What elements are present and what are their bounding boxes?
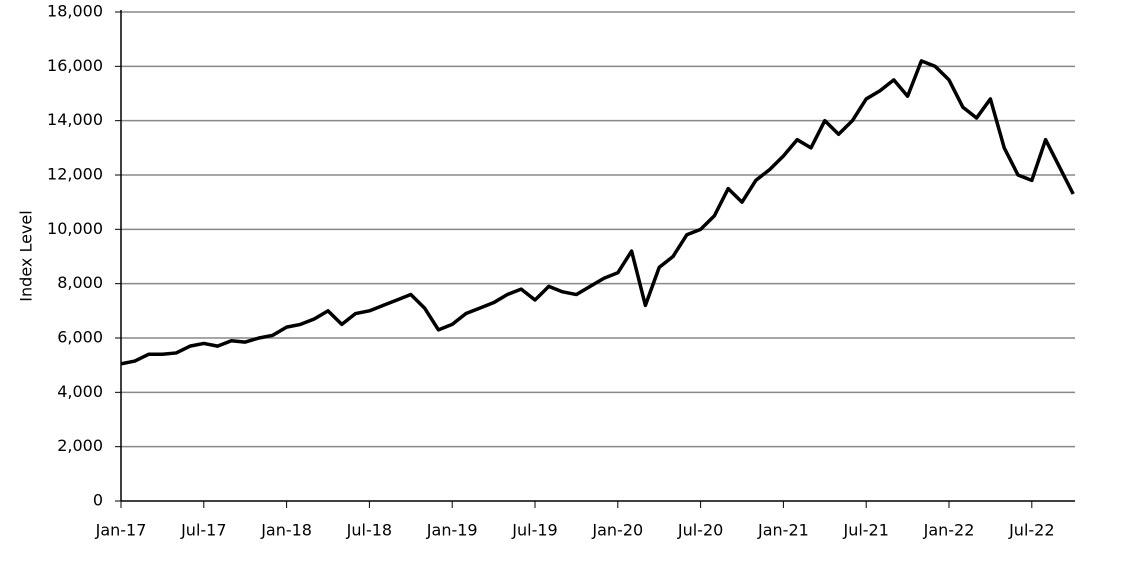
x-tick-label: Jul-20: [677, 521, 723, 540]
y-tick-label: 14,000: [47, 110, 103, 129]
x-tick-label: Jul-17: [180, 521, 226, 540]
x-tick-label: Jul-19: [511, 521, 557, 540]
x-tick-label: Jan-19: [426, 521, 478, 540]
x-tick-label: Jan-20: [591, 521, 643, 540]
x-tick-label: Jul-22: [1008, 521, 1054, 540]
y-tick-label: 2,000: [57, 436, 103, 455]
data-line: [120, 59, 1075, 366]
y-axis-label: Index Level: [17, 210, 36, 301]
y-tick-label: 16,000: [47, 56, 103, 75]
y-tick-label: 12,000: [47, 165, 103, 184]
y-tick-label: 18,000: [47, 2, 103, 21]
y-tick-label: 0: [93, 491, 103, 510]
x-tick-label: Jan-22: [923, 521, 975, 540]
y-tick-label: 6,000: [57, 328, 103, 347]
x-tick-label: Jan-17: [95, 521, 147, 540]
x-tick-label: Jul-21: [842, 521, 888, 540]
y-tick-label: 4,000: [57, 382, 103, 401]
y-tick-label: 8,000: [57, 273, 103, 292]
x-tick-label: Jan-18: [260, 521, 312, 540]
x-tick-label: Jul-18: [346, 521, 392, 540]
x-tick-label: Jan-21: [757, 521, 809, 540]
y-tick-label: 10,000: [47, 219, 103, 238]
